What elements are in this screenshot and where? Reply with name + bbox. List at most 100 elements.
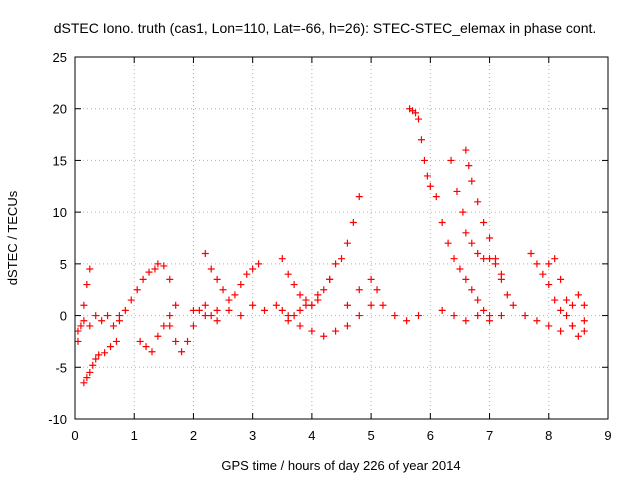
data-point xyxy=(172,337,180,345)
y-tick-label: -10 xyxy=(48,412,67,427)
data-point xyxy=(148,348,156,356)
data-point xyxy=(74,327,82,335)
data-point xyxy=(184,337,192,345)
data-point xyxy=(201,250,209,258)
data-point xyxy=(423,172,431,180)
series-arc-06 xyxy=(166,301,221,356)
data-point xyxy=(80,379,88,387)
data-point xyxy=(563,296,571,304)
data-point xyxy=(112,337,120,345)
data-point xyxy=(231,291,239,299)
data-point xyxy=(474,250,482,258)
data-point xyxy=(343,239,351,247)
data-point xyxy=(426,182,434,190)
data-point xyxy=(459,208,467,216)
data-point xyxy=(201,312,209,320)
data-point xyxy=(83,374,91,382)
data-point xyxy=(296,322,304,330)
data-point xyxy=(343,322,351,330)
data-point xyxy=(255,260,263,268)
data-point xyxy=(462,275,470,283)
data-point xyxy=(557,275,565,283)
data-point xyxy=(355,312,363,320)
data-point xyxy=(139,275,147,283)
data-point xyxy=(207,265,215,273)
x-tick-label: 2 xyxy=(190,428,197,443)
data-point xyxy=(420,156,428,164)
data-point xyxy=(391,312,399,320)
data-point xyxy=(151,265,159,273)
data-point xyxy=(166,322,174,330)
data-point xyxy=(343,301,351,309)
data-point xyxy=(145,268,153,276)
data-point xyxy=(86,265,94,273)
series-arc-14 xyxy=(447,156,505,278)
data-point xyxy=(237,281,245,289)
series-arc-11 xyxy=(284,301,375,340)
data-point xyxy=(486,317,494,325)
series-arc-07 xyxy=(201,250,263,304)
data-point xyxy=(438,306,446,314)
series-arc-17 xyxy=(527,250,588,320)
data-point xyxy=(462,317,470,325)
data-point xyxy=(237,312,245,320)
data-point xyxy=(201,301,209,309)
data-point xyxy=(468,177,476,185)
data-point xyxy=(332,327,340,335)
data-point xyxy=(278,306,286,314)
data-point xyxy=(551,255,559,263)
data-point xyxy=(243,270,251,278)
series-arc-02 xyxy=(80,337,120,387)
data-point xyxy=(497,312,505,320)
data-point xyxy=(450,312,458,320)
data-point xyxy=(296,291,304,299)
data-point xyxy=(225,296,233,304)
series-arc-13 xyxy=(406,105,494,320)
data-point xyxy=(355,286,363,294)
data-point xyxy=(249,265,257,273)
data-point xyxy=(83,281,91,289)
x-axis-label: GPS time / hours of day 226 of year 2014 xyxy=(221,458,460,473)
data-point xyxy=(450,255,458,263)
data-point xyxy=(95,351,103,359)
series-arc-09 xyxy=(278,255,340,309)
y-tick-label: 25 xyxy=(53,50,67,65)
series-arc-01 xyxy=(74,265,94,345)
data-point xyxy=(77,322,85,330)
data-point xyxy=(136,337,144,345)
data-point xyxy=(462,229,470,237)
data-marks xyxy=(74,105,588,387)
data-point xyxy=(580,317,588,325)
data-point xyxy=(545,281,553,289)
data-point xyxy=(580,327,588,335)
data-point xyxy=(447,156,455,164)
data-point xyxy=(189,322,197,330)
x-tick-label: 8 xyxy=(545,428,552,443)
y-axis-label: dSTEC / TECUs xyxy=(5,190,20,285)
y-tick-label: -5 xyxy=(55,360,67,375)
data-point xyxy=(557,306,565,314)
x-tick-label: 0 xyxy=(71,428,78,443)
data-point xyxy=(219,286,227,294)
data-point xyxy=(74,337,82,345)
x-tick-label: 1 xyxy=(131,428,138,443)
data-point xyxy=(178,348,186,356)
x-tick-label: 4 xyxy=(308,428,315,443)
data-point xyxy=(349,218,357,226)
data-point xyxy=(332,260,340,268)
data-point xyxy=(121,306,129,314)
data-point xyxy=(284,270,292,278)
data-point xyxy=(213,306,221,314)
data-point xyxy=(320,286,328,294)
data-point xyxy=(551,296,559,304)
data-point xyxy=(92,355,100,363)
data-point xyxy=(533,317,541,325)
plot-frame xyxy=(74,56,609,420)
data-point xyxy=(296,306,304,314)
data-point xyxy=(486,234,494,242)
data-point xyxy=(213,275,221,283)
data-point xyxy=(367,275,375,283)
data-point xyxy=(533,260,541,268)
data-point xyxy=(89,361,97,369)
data-point xyxy=(417,136,425,144)
